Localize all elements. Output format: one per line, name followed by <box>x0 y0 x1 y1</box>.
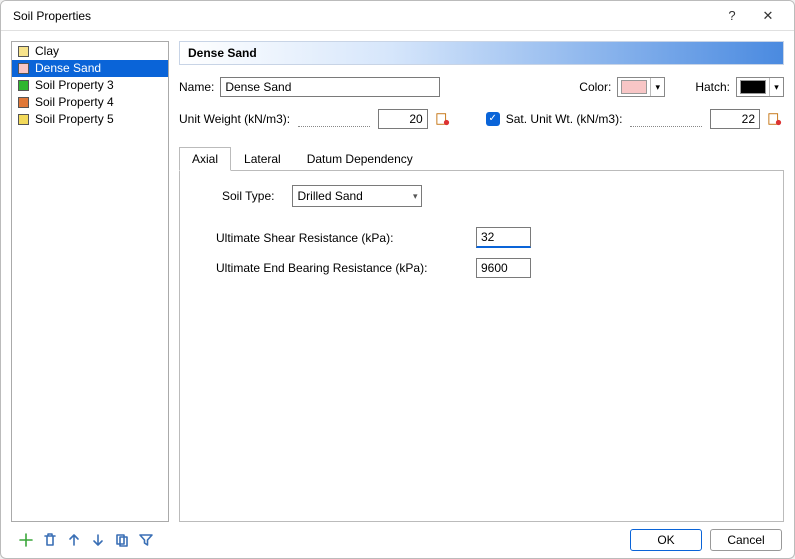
tab-strip: AxialLateralDatum Dependency <box>179 147 784 171</box>
tab-axial[interactable]: Axial <box>179 147 231 171</box>
leader-line <box>630 126 702 127</box>
name-label: Name: <box>179 80 214 94</box>
content-area: Clay Dense Sand Soil Property 3 Soil Proper… <box>1 31 794 522</box>
tab-lateral[interactable]: Lateral <box>231 147 294 171</box>
leader-line <box>298 126 370 127</box>
sidebar-item-label: Soil Property 3 <box>35 78 114 93</box>
sat-checkbox[interactable]: ✓ <box>486 112 500 126</box>
color-swatch <box>621 80 647 94</box>
hatch-label: Hatch: <box>695 80 730 94</box>
sidebar-item[interactable]: Soil Property 5 <box>12 111 168 128</box>
soil-type-row: Soil Type: Drilled Sand ▾ <box>198 185 765 207</box>
sidebar-item-label: Soil Property 4 <box>35 95 114 110</box>
sidebar-item[interactable]: Soil Property 4 <box>12 94 168 111</box>
name-color-row: Name: Color: ▾ Hatch: ▾ <box>179 77 784 97</box>
soil-type-label: Soil Type: <box>222 189 274 203</box>
sidebar-item[interactable]: Dense Sand <box>12 60 168 77</box>
sidebar-item[interactable]: Clay <box>12 43 168 60</box>
soil-banner: Dense Sand <box>179 41 784 65</box>
field-row: Ultimate Shear Resistance (kPa): <box>198 227 765 248</box>
close-button[interactable]: ✕ <box>750 1 786 31</box>
hatch-picker[interactable]: ▾ <box>736 77 784 97</box>
sat-edit-icon[interactable] <box>766 110 784 128</box>
axial-fields: Ultimate Shear Resistance (kPa): Ultimate… <box>198 227 765 278</box>
copy-icon[interactable] <box>111 529 133 551</box>
sidebar-item-label: Soil Property 5 <box>35 112 114 127</box>
field-input[interactable] <box>476 258 531 278</box>
name-input[interactable] <box>220 77 440 97</box>
dialog-window: Soil Properties ? ✕ Clay Dense Sand Soil P… <box>0 0 795 559</box>
banner-title: Dense Sand <box>188 46 257 60</box>
chevron-down-icon: ▾ <box>413 191 418 202</box>
color-picker[interactable]: ▾ <box>617 77 665 97</box>
delete-icon[interactable] <box>39 529 61 551</box>
sat-label: Sat. Unit Wt. (kN/m3): <box>506 112 623 126</box>
move-down-icon[interactable] <box>87 529 109 551</box>
soil-list[interactable]: Clay Dense Sand Soil Property 3 Soil Proper… <box>11 41 169 522</box>
unit-weight-input[interactable] <box>378 109 428 129</box>
swatch-icon <box>18 114 29 125</box>
sidebar-item-label: Clay <box>35 44 59 59</box>
window-title: Soil Properties <box>9 9 714 23</box>
tab-body-axial: Soil Type: Drilled Sand ▾ Ultimate Shear… <box>179 171 784 522</box>
swatch-icon <box>18 80 29 91</box>
color-label: Color: <box>579 80 611 94</box>
hatch-swatch <box>740 80 766 94</box>
sidebar-item[interactable]: Soil Property 3 <box>12 77 168 94</box>
swatch-icon <box>18 97 29 108</box>
soil-type-select[interactable]: Drilled Sand ▾ <box>292 185 422 207</box>
list-toolbar <box>15 529 159 551</box>
unit-weight-label: Unit Weight (kN/m3): <box>179 112 290 126</box>
field-label: Ultimate End Bearing Resistance (kPa): <box>216 261 476 275</box>
swatch-icon <box>18 63 29 74</box>
chevron-down-icon: ▾ <box>769 78 783 96</box>
add-icon[interactable] <box>15 529 37 551</box>
ok-button[interactable]: OK <box>630 529 702 551</box>
cancel-button[interactable]: Cancel <box>710 529 782 551</box>
titlebar: Soil Properties ? ✕ <box>1 1 794 31</box>
filter-icon[interactable] <box>135 529 157 551</box>
move-up-icon[interactable] <box>63 529 85 551</box>
unit-weight-row: Unit Weight (kN/m3): ✓ Sat. Unit Wt. (kN… <box>179 109 784 129</box>
unit-weight-edit-icon[interactable] <box>434 110 452 128</box>
main-panel: Dense Sand Name: Color: ▾ Hatch: ▾ <box>179 41 784 522</box>
help-button[interactable]: ? <box>714 1 750 31</box>
field-row: Ultimate End Bearing Resistance (kPa): <box>198 258 765 278</box>
field-input[interactable] <box>476 227 531 248</box>
sidebar-item-label: Dense Sand <box>35 61 101 76</box>
footer: OK Cancel <box>1 522 794 558</box>
sat-input[interactable] <box>710 109 760 129</box>
tab-datum-dependency[interactable]: Datum Dependency <box>294 147 426 171</box>
swatch-icon <box>18 46 29 57</box>
soil-type-value: Drilled Sand <box>297 189 362 203</box>
field-label: Ultimate Shear Resistance (kPa): <box>216 231 476 245</box>
chevron-down-icon: ▾ <box>650 78 664 96</box>
